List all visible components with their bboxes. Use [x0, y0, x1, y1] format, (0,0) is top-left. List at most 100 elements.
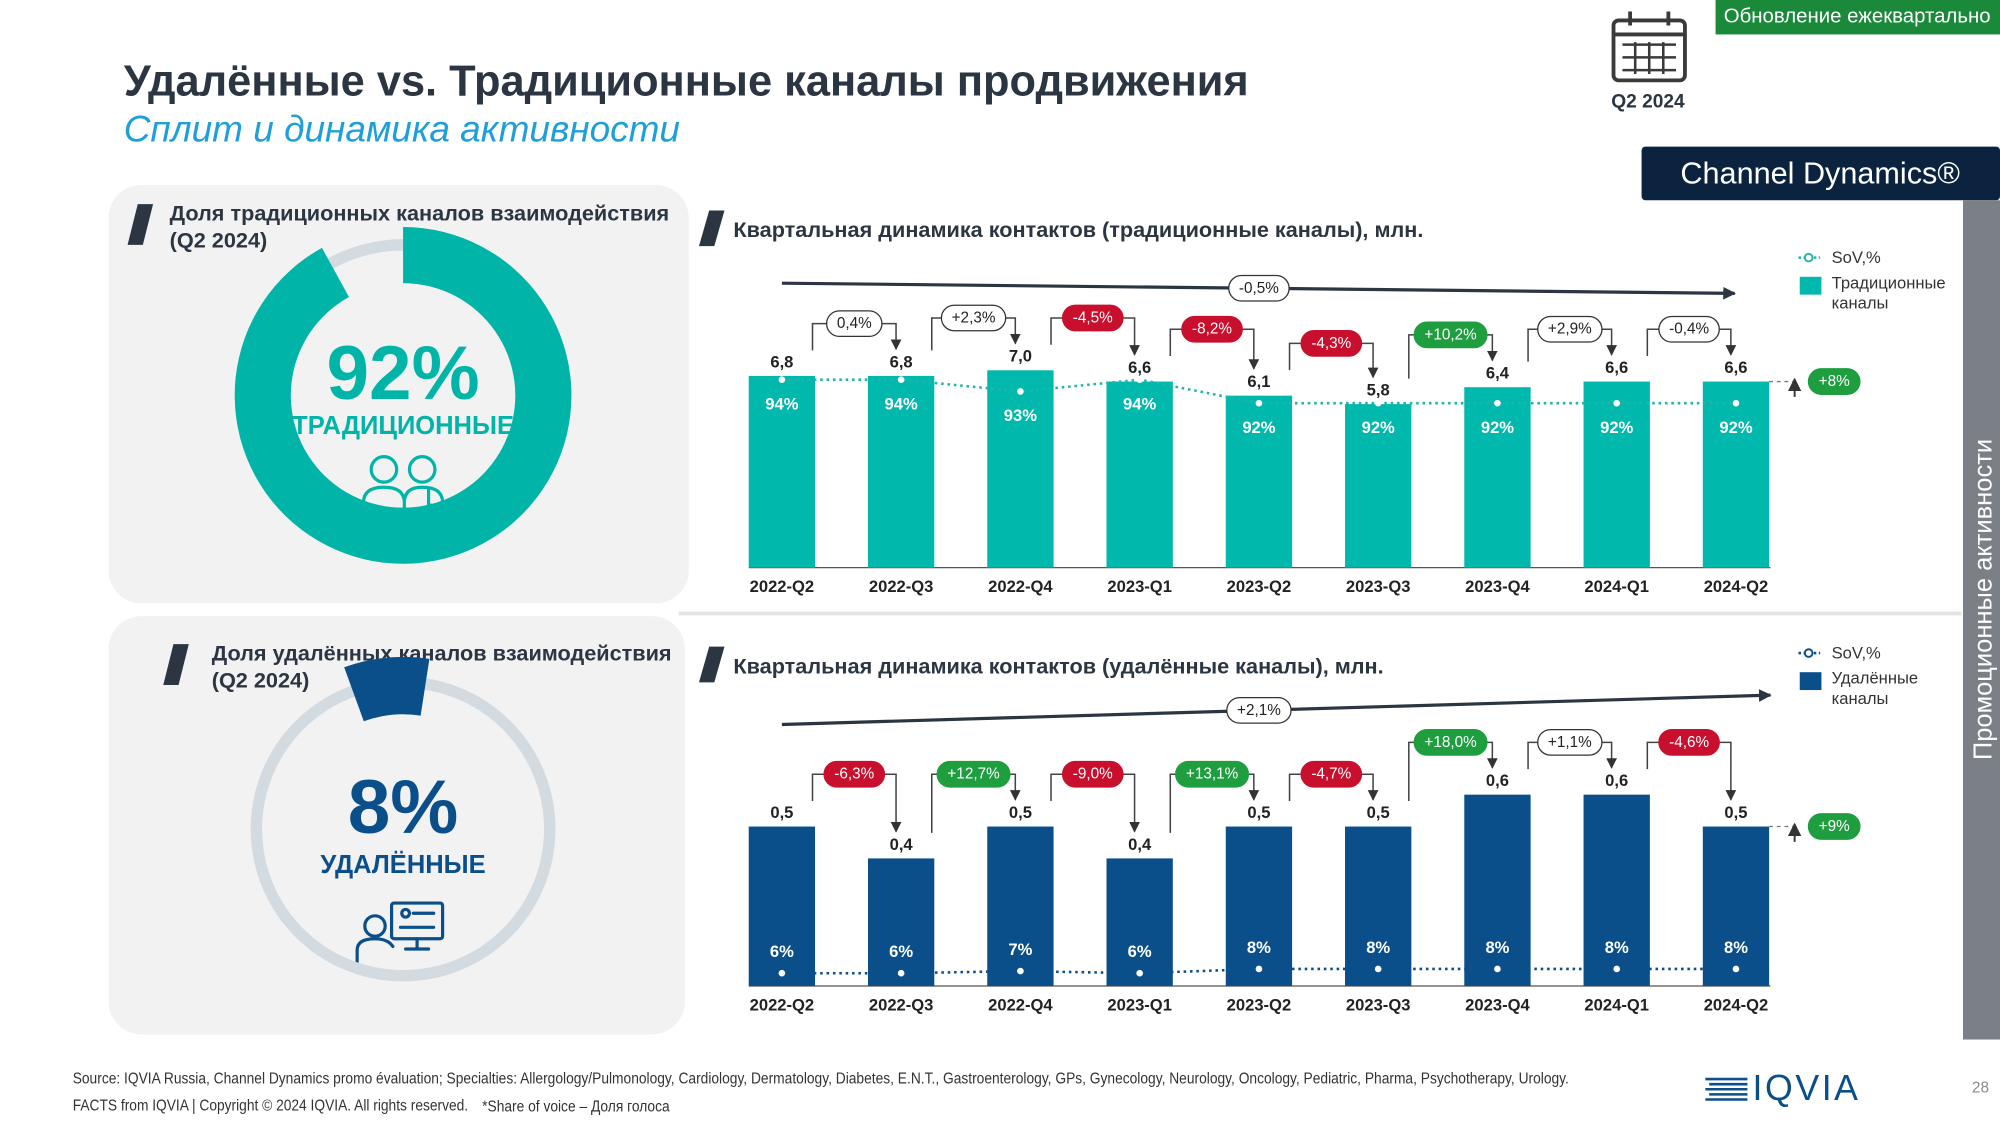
value-label: 0,4 [1128, 835, 1152, 854]
legend-box: Удалённые каналы [1832, 668, 1918, 708]
x-tick-label: 2022-Q4 [988, 996, 1053, 1015]
change-bubble [1226, 696, 1292, 724]
x-tick-label: 2022-Q3 [869, 577, 934, 596]
bar [1106, 858, 1173, 986]
legend-point [1803, 252, 1814, 263]
sov-label: 93% [1004, 406, 1037, 425]
sov-label: 92% [1481, 418, 1514, 437]
sov-point [1255, 399, 1263, 407]
value-label: 0,6 [1486, 771, 1509, 790]
x-tick-label: 2024-Q2 [1704, 996, 1769, 1015]
value-label: 0,5 [770, 803, 793, 822]
sov-point [1613, 965, 1621, 973]
change-bubble [1413, 321, 1488, 349]
value-label: 6,4 [1486, 364, 1510, 383]
value-label: 6,8 [890, 352, 913, 371]
update-badge-text: Обновление ежеквартально [1724, 6, 1991, 28]
sov-point [1136, 969, 1143, 977]
x-tick-label: 2023-Q4 [1465, 996, 1530, 1015]
copyright: FACTS from IQVIA | Copyright © 2024 IQVI… [73, 1097, 468, 1114]
value-label: 0,5 [1009, 803, 1032, 822]
calendar-icon [1611, 11, 1687, 83]
change-label: +12,7% [947, 766, 1000, 783]
donut-label: УДАЛЁННЫЕ [320, 851, 485, 879]
change-label: +13,1% [1186, 766, 1239, 783]
sov-point [1255, 965, 1263, 973]
sov-label: 92% [1600, 418, 1633, 437]
sov-point [1374, 399, 1382, 407]
sov-label: 92% [1242, 418, 1275, 437]
change-bubble [1061, 760, 1124, 788]
change-bubble [1658, 728, 1720, 756]
bar [1583, 794, 1650, 986]
legend-label: SoV,% [1832, 644, 1881, 663]
sov-point [778, 376, 786, 383]
bar [1345, 404, 1412, 568]
bar [1225, 826, 1293, 986]
change-bubble [1061, 304, 1124, 332]
change-label: -4,6% [1669, 734, 1709, 751]
panel-period: (Q2 2024) [212, 667, 310, 692]
sov-label: 6% [1128, 942, 1152, 961]
sov-label: 6% [889, 942, 913, 961]
x-tick-label: 2024-Q1 [1584, 996, 1649, 1015]
title-slash [698, 210, 725, 247]
value-label: 6,6 [1605, 358, 1628, 377]
value-label: 6,6 [1724, 358, 1747, 377]
chart-title: Квартальная динамика контактов (удалённы… [733, 653, 1383, 678]
title: Удалённые vs. Традиционные каналы продви… [124, 58, 1249, 106]
sov-label: 8% [1724, 938, 1748, 957]
title-slash [127, 204, 154, 245]
change-bubble [825, 310, 883, 338]
side-label: Промоционные активности [1969, 439, 1997, 760]
change-bubble [1807, 368, 1861, 395]
panel [108, 184, 689, 604]
change-label: -0,4% [1669, 321, 1709, 338]
period: Q2 2024 [1611, 92, 1685, 113]
sov-label: 94% [885, 394, 918, 413]
change-label: +10,2% [1424, 326, 1477, 343]
change-bubble [1175, 760, 1250, 788]
x-tick-label: 2024-Q2 [1704, 577, 1769, 596]
sov-point [897, 376, 905, 383]
legend-label: SoV,% [1832, 248, 1881, 267]
x-tick-label: 2023-Q2 [1227, 577, 1292, 596]
change-label: -0,5% [1239, 280, 1279, 297]
footnote: *Share of voice – Доля голоса [482, 1099, 670, 1116]
legend-box: Традиционные каналы [1832, 273, 1946, 313]
value-label: 0,6 [1605, 771, 1628, 790]
bar [987, 370, 1054, 568]
product-name: Channel Dynamics® [1680, 156, 1960, 190]
sov-label: 8% [1366, 938, 1390, 957]
sov-label: 8% [1485, 938, 1509, 957]
donut-segment [234, 227, 572, 564]
remote-icon [355, 901, 445, 964]
sov-point [1732, 965, 1740, 973]
x-tick-label: 2023-Q3 [1346, 996, 1411, 1015]
bar [1225, 395, 1293, 568]
bar [987, 826, 1054, 986]
chart-title: Квартальная динамика контактов (традицио… [733, 217, 1423, 242]
x-tick-label: 2023-Q1 [1107, 996, 1172, 1015]
value-label: 5,8 [1367, 381, 1390, 400]
bar [1464, 387, 1531, 568]
sov-point [897, 969, 905, 977]
panel-title: Доля удалённых каналов взаимодействия [212, 641, 672, 666]
change-bubble [1807, 813, 1861, 840]
donut-value: 92% [326, 331, 479, 416]
iqvia-logo-mark [1705, 1077, 1748, 1101]
value-label: 6,1 [1247, 372, 1270, 391]
sov-point [1494, 399, 1501, 407]
panel [108, 616, 685, 1035]
sov-point [1494, 965, 1501, 973]
x-tick-label: 2023-Q3 [1346, 577, 1411, 596]
sov-point [778, 969, 786, 977]
source: Source: IQVIA Russia, Channel Dynamics p… [73, 1071, 1569, 1088]
x-tick-label: 2022-Q2 [750, 577, 815, 596]
change-label: 0,4% [837, 315, 872, 332]
change-label: -4,7% [1311, 766, 1351, 783]
sov-label: 94% [765, 394, 798, 413]
sov-label: 94% [1123, 394, 1156, 413]
sov-label: 92% [1719, 418, 1752, 437]
